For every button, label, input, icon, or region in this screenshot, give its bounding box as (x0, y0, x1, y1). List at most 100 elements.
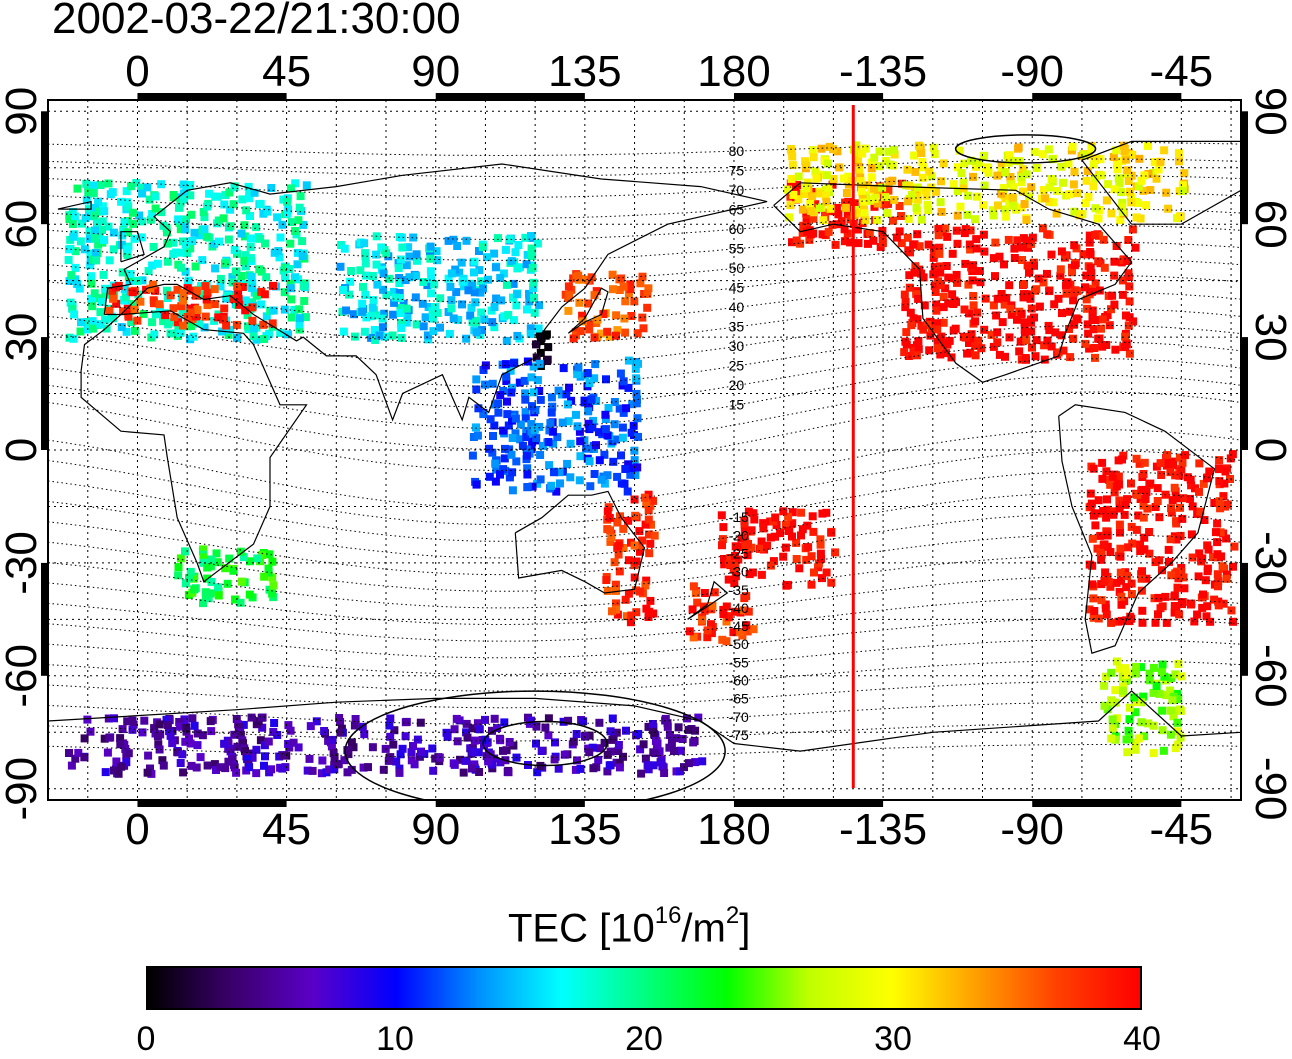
tec-cell (224, 330, 233, 339)
tec-cell (149, 242, 158, 251)
tec-cell (1091, 204, 1100, 213)
tec-cell (554, 764, 563, 773)
tec-cell (1027, 183, 1036, 192)
tec-cell (200, 213, 209, 222)
tec-cell (1098, 315, 1107, 324)
tec-cell (743, 551, 752, 560)
tec-cell (122, 758, 131, 767)
tec-cell (818, 574, 826, 583)
tec-cell (1070, 167, 1079, 176)
tec-cell (642, 576, 651, 585)
tec-cell (1124, 726, 1133, 735)
tec-cell (1117, 592, 1126, 601)
tec-cell (521, 414, 530, 423)
tec-cell (1040, 355, 1049, 364)
tec-cell (293, 260, 302, 269)
tec-cell (225, 554, 234, 563)
tec-cell (928, 324, 936, 333)
tec-cell (1123, 748, 1132, 757)
tec-cell (565, 383, 573, 392)
tec-cell (888, 161, 897, 170)
tec-cell (230, 730, 239, 739)
tec-cell (1031, 286, 1039, 295)
tec-cell (318, 756, 327, 765)
tec-cell (484, 757, 493, 766)
tec-cell (1163, 461, 1171, 470)
tec-cell (1116, 216, 1125, 225)
tec-cell (803, 521, 812, 530)
colorbar-tick-label: 30 (874, 1020, 912, 1058)
tec-cell (211, 264, 220, 273)
tec-cell (492, 465, 501, 474)
contour-line (48, 225, 1241, 261)
tec-cell (923, 200, 932, 209)
tec-cell (592, 397, 601, 405)
tec-cell (1132, 213, 1141, 222)
tec-cell (1110, 271, 1119, 280)
tec-cell (914, 345, 923, 354)
tec-cell (1100, 681, 1109, 690)
tec-cell (525, 289, 533, 298)
contour-line (48, 471, 1241, 542)
tec-cell (1124, 543, 1133, 552)
tec-cell (700, 589, 709, 597)
tec-cell (1086, 489, 1095, 498)
tec-cell (509, 316, 518, 325)
tec-cell (1213, 570, 1222, 579)
tec-cell (989, 301, 998, 310)
tec-cell (463, 733, 472, 742)
tec-cell (185, 734, 193, 743)
tec-cell (1057, 162, 1066, 171)
tec-cell (1085, 605, 1094, 614)
tec-cell (521, 389, 530, 398)
tec-cell (284, 330, 292, 339)
tec-cell (1043, 336, 1052, 345)
tec-cell (547, 393, 556, 402)
tec-cell (499, 269, 508, 278)
tec-cell (1180, 584, 1189, 593)
tec-cell (109, 294, 118, 303)
tec-cell (248, 279, 257, 288)
tec-cell (584, 299, 593, 308)
coastline (48, 690, 1241, 752)
tec-cell (779, 507, 788, 516)
tec-cell (672, 734, 681, 743)
tec-cell (965, 240, 974, 249)
tec-cell (1167, 504, 1176, 513)
tec-cell (459, 282, 468, 291)
tec-cell (1137, 718, 1146, 727)
tec-cell (1149, 663, 1158, 672)
tec-cell (632, 399, 641, 408)
tec-cell (346, 277, 355, 286)
tec-cell (226, 222, 235, 231)
tec-cell (956, 202, 965, 211)
tec-cell (1170, 602, 1179, 610)
tec-cell (816, 549, 825, 558)
tec-cell (854, 155, 862, 164)
coastline (1058, 404, 1216, 654)
tec-cell (935, 262, 944, 271)
tec-cell (574, 271, 583, 280)
tec-cell (263, 207, 272, 216)
tec-cell (119, 226, 128, 235)
tec-cell (799, 221, 808, 230)
tec-cell (404, 243, 413, 252)
tec-cell (535, 387, 544, 395)
tec-cell (1009, 157, 1018, 165)
tec-cell (1125, 617, 1134, 626)
tec-cell (594, 755, 603, 764)
tec-cell (1140, 533, 1149, 542)
contour-label: -25 (729, 546, 749, 562)
tec-cell (897, 212, 906, 220)
tec-cell (145, 195, 154, 204)
tec-cell (621, 328, 629, 337)
axis-tick-labels: 0045459090135135180180-135-135-90-90-45-… (0, 47, 1292, 854)
tec-cell (1052, 209, 1061, 218)
tec-cell (382, 249, 391, 258)
tec-cell (1089, 594, 1098, 603)
tec-cell (913, 315, 922, 324)
tec-cell (1015, 157, 1024, 166)
tec-cell (237, 229, 246, 238)
tec-cell (216, 274, 225, 283)
tec-cell (449, 314, 458, 323)
